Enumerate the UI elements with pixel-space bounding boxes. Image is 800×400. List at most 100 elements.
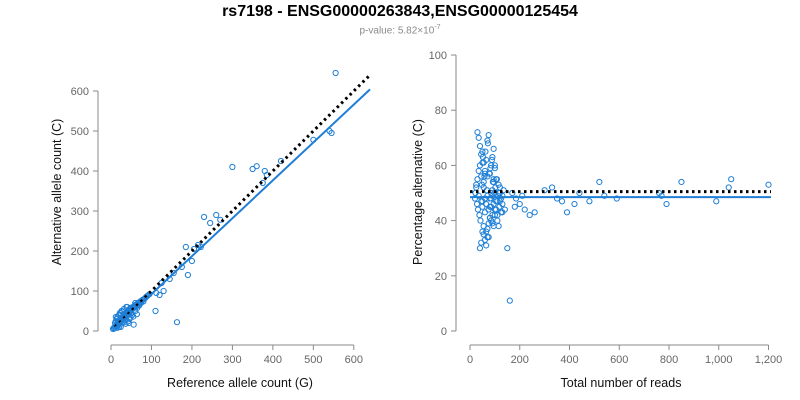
data-point	[553, 195, 561, 202]
x-tick-label: 0	[467, 354, 473, 366]
data-point	[571, 200, 578, 208]
data-point	[489, 154, 496, 161]
y-axis-title: Percentage alternative (C)	[411, 119, 425, 265]
data-point	[478, 239, 485, 246]
data-point	[678, 178, 685, 186]
data-point	[481, 167, 489, 175]
data-point	[130, 321, 137, 328]
data-point	[490, 145, 497, 152]
data-point	[494, 217, 501, 224]
data-point	[586, 198, 593, 205]
data-point	[489, 192, 496, 199]
reference-line	[113, 73, 372, 329]
data-point	[725, 184, 732, 191]
x-tick-label: 1,000	[705, 354, 733, 366]
data-point	[124, 303, 131, 311]
x-tick-label: 200	[511, 354, 529, 366]
data-point	[475, 192, 482, 199]
data-point	[476, 142, 484, 150]
data-point	[170, 269, 177, 277]
x-tick-label: 1,200	[755, 354, 783, 366]
y-tick-label: 300	[71, 206, 89, 218]
data-point	[484, 137, 491, 144]
y-tick-label: 80	[435, 105, 447, 117]
data-point	[486, 203, 494, 210]
data-point	[160, 287, 167, 295]
data-point	[663, 200, 670, 208]
y-axis-title: Alternative allele count (C)	[50, 119, 64, 266]
data-point	[563, 209, 571, 216]
data-point	[483, 242, 490, 249]
data-point	[332, 69, 339, 77]
x-axis-title: Reference allele count (G)	[167, 376, 313, 390]
y-tick-label: 40	[435, 216, 447, 228]
data-point	[277, 157, 285, 165]
data-point	[253, 163, 260, 170]
x-tick-label: 300	[223, 354, 241, 366]
x-tick-label: 400	[264, 354, 282, 366]
data-point	[119, 308, 126, 315]
y-tick-label: 0	[83, 326, 89, 338]
data-point	[521, 206, 528, 213]
data-point	[173, 319, 181, 326]
data-point	[490, 223, 497, 230]
data-point	[494, 198, 501, 205]
data-point	[484, 173, 491, 180]
data-point	[485, 131, 492, 139]
y-tick-label: 600	[71, 86, 89, 98]
data-point	[474, 206, 482, 213]
x-tick-label: 500	[304, 354, 322, 366]
p-value-exponent: -7	[434, 24, 441, 31]
data-point	[474, 129, 481, 136]
x-tick-label: 800	[660, 354, 678, 366]
data-point	[488, 217, 495, 224]
data-point	[200, 213, 208, 221]
data-point	[473, 181, 480, 188]
data-point	[601, 192, 608, 199]
data-point	[765, 181, 772, 188]
data-point	[519, 192, 526, 199]
data-point	[512, 195, 520, 202]
data-point	[475, 167, 482, 175]
data-point	[511, 203, 518, 210]
data-point	[496, 198, 503, 205]
data-point	[531, 209, 538, 216]
y-tick-label: 100	[429, 50, 447, 62]
data-point	[558, 198, 566, 205]
data-point	[613, 195, 620, 202]
data-point	[190, 245, 198, 253]
x-tick-label: 600	[345, 354, 363, 366]
data-point	[496, 184, 503, 191]
data-point	[473, 184, 480, 191]
data-point	[495, 223, 502, 230]
data-point	[184, 271, 191, 279]
x-tick-label: 600	[610, 354, 628, 366]
data-point	[526, 211, 533, 219]
data-point	[491, 162, 498, 169]
x-tick-label: 0	[108, 354, 114, 366]
data-point	[328, 129, 335, 137]
data-point	[490, 178, 497, 186]
data-point	[182, 243, 189, 251]
x-tick-label: 200	[183, 354, 201, 366]
y-tick-label: 500	[71, 126, 89, 138]
data-point	[197, 243, 204, 251]
y-tick-label: 200	[71, 246, 89, 258]
x-tick-label: 400	[560, 354, 578, 366]
data-point	[484, 140, 492, 147]
data-point	[188, 257, 196, 265]
data-point	[504, 245, 511, 252]
y-tick-label: 400	[71, 166, 89, 178]
scatter-panel-percentage: Total number of reads Percentage alterna…	[411, 50, 782, 390]
data-point	[489, 211, 496, 219]
data-point	[475, 134, 482, 141]
x-axis-title: Total number of reads	[561, 376, 682, 390]
data-point	[482, 148, 489, 155]
data-point	[213, 211, 220, 219]
x-tick-label: 100	[142, 354, 160, 366]
scatter-panel-allele-counts: Reference allele count (G) Alternative a…	[50, 69, 372, 390]
data-point	[480, 159, 487, 166]
data-point	[713, 198, 720, 205]
